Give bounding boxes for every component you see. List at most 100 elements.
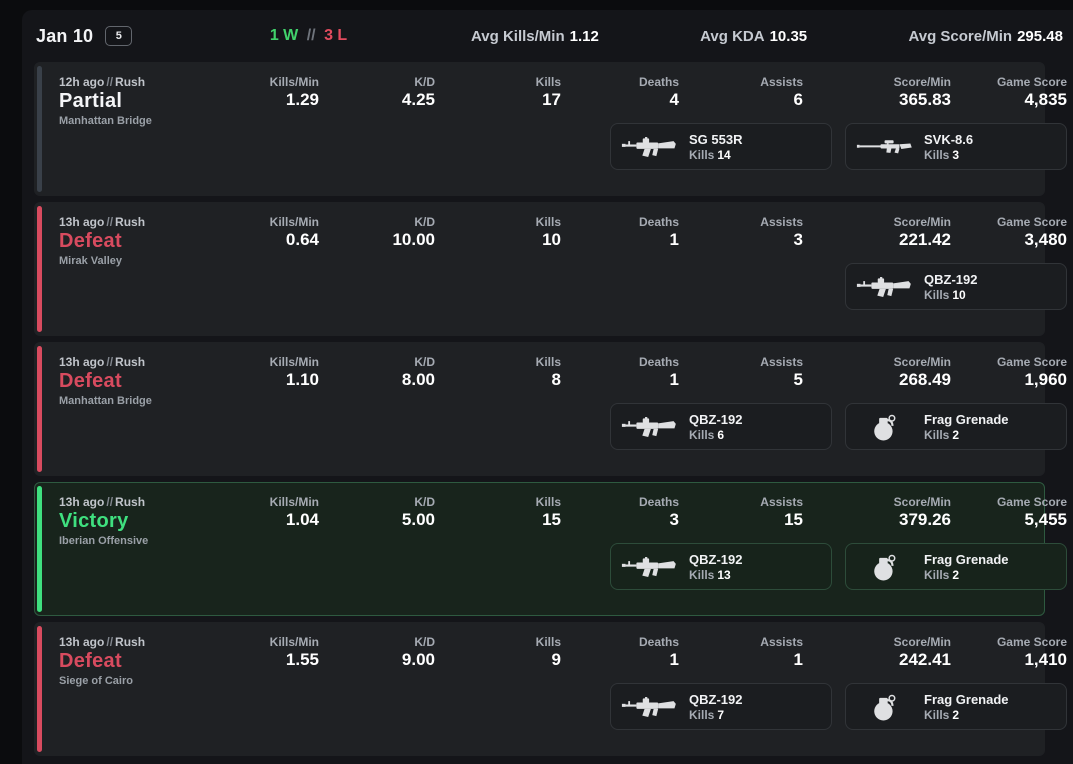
- weapon-kills: Kills 10: [924, 287, 966, 302]
- weapon-card: Frag Grenade Kills 2: [845, 683, 1067, 730]
- frag-grenade-icon: [874, 554, 896, 580]
- stat-kills: Kills 8: [535, 355, 561, 389]
- stat-kd: K/D 8.00: [401, 355, 435, 389]
- weapon-name: QBZ-192: [689, 551, 743, 567]
- weapon-card: Frag Grenade Kills 2: [845, 543, 1067, 590]
- stat-score-per-min: Score/Min 268.49: [893, 355, 951, 389]
- match-time-mode: 13h ago//Rush: [59, 635, 146, 649]
- match-row[interactable]: 13h ago//Rush Victory Iberian Offensive …: [34, 482, 1067, 616]
- stat-deaths: Deaths 1: [638, 215, 679, 249]
- match-time-mode: 12h ago//Rush: [59, 75, 146, 89]
- map-name: Manhattan Bridge: [59, 115, 152, 127]
- assault-rifle-icon: [621, 696, 676, 717]
- weapon-kills: Kills 2: [924, 427, 960, 442]
- assault-rifle-icon: [856, 276, 911, 297]
- stat-score-per-min: Score/Min 365.83: [893, 75, 951, 109]
- weapon-name: QBZ-192: [924, 271, 978, 287]
- map-name: Iberian Offensive: [59, 535, 149, 547]
- match-list: 12h ago//Rush Partial Manhattan Bridge K…: [22, 62, 1073, 756]
- stat-kills-per-min: Kills/Min 0.64: [269, 215, 319, 249]
- weapon-kills: Kills 14: [689, 147, 731, 162]
- match-row[interactable]: 12h ago//Rush Partial Manhattan Bridge K…: [34, 62, 1067, 196]
- stat-assists: Assists 3: [760, 215, 803, 249]
- more-options-button[interactable]: [1067, 215, 1073, 335]
- match-row[interactable]: 13h ago//Rush Defeat Manhattan Bridge Ki…: [34, 342, 1067, 476]
- match-count-badge: 5: [105, 26, 133, 46]
- more-options-button[interactable]: [1067, 635, 1073, 755]
- more-options-button[interactable]: [1067, 495, 1073, 615]
- stat-assists: Assists 5: [760, 355, 803, 389]
- win-loss-record: 1 W // 3 L: [201, 27, 416, 45]
- match-info: 13h ago//Rush Defeat Manhattan Bridge: [59, 355, 217, 475]
- stat-columns: Kills/Min 1.04 K/D 5.00 Kills 15 Deaths 3 As…: [217, 495, 1067, 530]
- stat-kd: K/D 5.00: [401, 495, 435, 529]
- sniper-rifle-icon: [856, 139, 912, 153]
- stat-kills-per-min: Kills/Min 1.10: [269, 355, 319, 389]
- stat-columns: Kills/Min 1.29 K/D 4.25 Kills 17 Deaths 4 As…: [217, 75, 1067, 110]
- match-row[interactable]: 13h ago//Rush Defeat Mirak Valley Kills/…: [34, 202, 1067, 336]
- map-name: Siege of Cairo: [59, 675, 133, 687]
- stat-assists: Assists 6: [760, 75, 803, 109]
- stat-columns: Kills/Min 0.64 K/D 10.00 Kills 10 Deaths 1 A…: [217, 215, 1067, 250]
- weapon-card: QBZ-192 Kills 13: [610, 543, 832, 590]
- weapon-cards: QBZ-192 Kills 13 Frag Grenade Kills 2: [217, 543, 1067, 590]
- weapon-cards: QBZ-192 Kills 6 Frag Grenade Kills 2: [217, 403, 1067, 450]
- match-time-mode: 13h ago//Rush: [59, 355, 146, 369]
- losses-label: 3 L: [324, 27, 348, 44]
- weapon-kills: Kills 7: [689, 707, 725, 722]
- assault-rifle-icon: [621, 556, 676, 577]
- stat-game-score: Game Score 5,455: [996, 495, 1067, 529]
- stat-score-per-min: Score/Min 242.41: [893, 635, 951, 669]
- stat-deaths: Deaths 1: [638, 635, 679, 669]
- stat-kills-per-min: Kills/Min 1.29: [269, 75, 319, 109]
- weapon-name: SVK-8.6: [924, 131, 974, 147]
- stat-deaths: Deaths 3: [638, 495, 679, 529]
- stat-assists: Assists 1: [760, 635, 803, 669]
- match-result: Defeat: [59, 230, 122, 252]
- weapon-name: Frag Grenade: [924, 551, 1009, 567]
- match-result: Defeat: [59, 650, 122, 672]
- weapon-kills: Kills 2: [924, 707, 960, 722]
- match-info: 13h ago//Rush Victory Iberian Offensive: [59, 495, 217, 615]
- day-header: Jan 10 5 1 W // 3 L Avg Kills/Min 1.12 Av…: [22, 10, 1073, 62]
- match-result: Victory: [59, 510, 129, 532]
- match-time-mode: 13h ago//Rush: [59, 495, 146, 509]
- weapon-kills: Kills 6: [689, 427, 725, 442]
- weapon-name: QBZ-192: [689, 691, 743, 707]
- match-time-mode: 13h ago//Rush: [59, 215, 146, 229]
- avg-score-per-min: Avg Score/Min 295.48: [908, 27, 1063, 45]
- stat-game-score: Game Score 1,410: [996, 635, 1067, 669]
- stat-deaths: Deaths 1: [638, 355, 679, 389]
- more-options-button[interactable]: [1067, 75, 1073, 195]
- weapon-name: Frag Grenade: [924, 411, 1009, 427]
- assault-rifle-icon: [621, 136, 676, 157]
- weapon-card: SVK-8.6 Kills 3: [845, 123, 1067, 170]
- match-row[interactable]: 13h ago//Rush Defeat Siege of Cairo Kill…: [34, 622, 1067, 756]
- weapon-kills: Kills 2: [924, 567, 960, 582]
- stat-score-per-min: Score/Min 221.42: [893, 215, 951, 249]
- weapon-card: QBZ-192 Kills 6: [610, 403, 832, 450]
- stat-kills: Kills 17: [535, 75, 561, 109]
- weapon-kills: Kills 13: [689, 567, 731, 582]
- match-info: 13h ago//Rush Defeat Mirak Valley: [59, 215, 217, 335]
- stat-kills-per-min: Kills/Min 1.55: [269, 635, 319, 669]
- match-history-panel: Jan 10 5 1 W // 3 L Avg Kills/Min 1.12 Av…: [22, 10, 1073, 764]
- avg-kda: Avg KDA 10.35: [700, 27, 808, 45]
- weapon-name: QBZ-192: [689, 411, 743, 427]
- map-name: Manhattan Bridge: [59, 395, 152, 407]
- stat-kills-per-min: Kills/Min 1.04: [269, 495, 319, 529]
- weapon-kills: Kills 3: [924, 147, 960, 162]
- more-options-button[interactable]: [1067, 355, 1073, 475]
- stat-assists: Assists 15: [760, 495, 803, 529]
- avg-kills-per-min: Avg Kills/Min 1.12: [471, 27, 599, 45]
- match-info: 13h ago//Rush Defeat Siege of Cairo: [59, 635, 217, 755]
- stat-game-score: Game Score 4,835: [996, 75, 1067, 109]
- stat-columns: Kills/Min 1.10 K/D 8.00 Kills 8 Deaths 1 Ass…: [217, 355, 1067, 390]
- match-result: Defeat: [59, 370, 122, 392]
- record-separator: //: [306, 27, 316, 44]
- weapon-name: SG 553R: [689, 131, 743, 147]
- stat-kd: K/D 4.25: [401, 75, 435, 109]
- weapon-cards: QBZ-192 Kills 7 Frag Grenade Kills 2: [217, 683, 1067, 730]
- frag-grenade-icon: [874, 694, 896, 720]
